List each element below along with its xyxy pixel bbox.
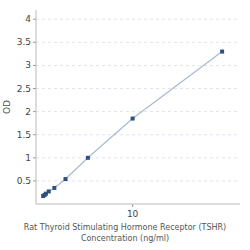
grid-line — [36, 157, 240, 158]
grid-line — [36, 134, 240, 135]
marker — [220, 50, 224, 54]
marker — [52, 186, 56, 190]
marker — [64, 177, 68, 181]
y-tick-label: 2 — [25, 107, 31, 117]
grid-line — [36, 88, 240, 89]
y-tick-label: 1.5 — [17, 130, 31, 140]
marker — [47, 189, 51, 193]
line — [43, 52, 222, 196]
x-axis-label-line: Rat Thyroid Stimulating Hormone Receptor… — [24, 223, 226, 232]
x-axis-label-line: Concentration (ng/ml) — [81, 234, 169, 243]
grid-line — [36, 19, 240, 20]
y-tick-label: 1 — [25, 153, 31, 163]
y-tick-label: 3.5 — [17, 37, 31, 47]
y-axis — [36, 10, 37, 204]
grid-line — [36, 65, 240, 66]
y-axis-label: OD — [2, 100, 12, 114]
y-tick-label: 2.5 — [17, 84, 31, 94]
plot-area — [41, 50, 224, 198]
grid-line — [36, 111, 240, 112]
y-tick-label: 3 — [25, 60, 31, 70]
y-tick-label: 0.5 — [17, 176, 31, 186]
x-tick-label: 10 — [127, 209, 139, 219]
x-axis — [36, 204, 240, 205]
x-axis-label: Rat Thyroid Stimulating Hormone Receptor… — [24, 223, 226, 243]
y-tick-label: 4 — [25, 14, 31, 24]
marker — [131, 117, 135, 121]
marker — [86, 156, 90, 160]
grid-line — [36, 42, 240, 43]
chart: 0.5 1 1.5 2 2.5 3 3.5 4 10 OD Rat Thyroid Stimulat… — [0, 0, 250, 250]
